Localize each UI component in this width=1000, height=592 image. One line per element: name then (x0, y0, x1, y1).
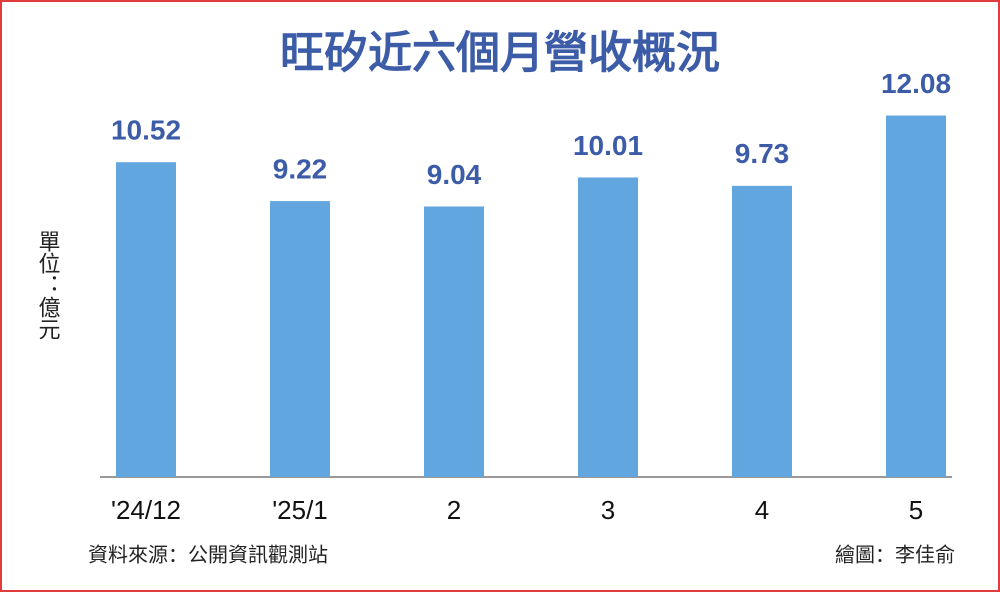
bar (886, 115, 946, 477)
value-label: 10.01 (573, 130, 643, 161)
value-label: 9.73 (735, 138, 790, 169)
value-label: 12.08 (881, 68, 951, 99)
x-tick-label: 2 (447, 495, 461, 525)
chart-title: 旺矽近六個月營收概況 (280, 29, 720, 78)
bar (424, 206, 484, 477)
x-tick-label: 3 (601, 495, 615, 525)
bar (578, 177, 638, 477)
value-label: 10.52 (111, 115, 181, 146)
y-axis-label: 單位：億元 (36, 230, 61, 340)
x-tick-label: '24/12 (111, 495, 181, 525)
x-tick-label: 4 (755, 495, 769, 525)
bar (270, 201, 330, 477)
bar (732, 185, 792, 478)
value-label: 9.04 (427, 159, 482, 190)
bar (116, 162, 176, 477)
credit-note: 繪圖：李佳俞 (835, 543, 955, 566)
value-label: 9.22 (273, 153, 328, 184)
source-note: 資料來源：公開資訊觀測站 (88, 543, 328, 566)
x-tick-label: '25/1 (272, 495, 328, 525)
x-tick-label: 5 (909, 495, 923, 525)
